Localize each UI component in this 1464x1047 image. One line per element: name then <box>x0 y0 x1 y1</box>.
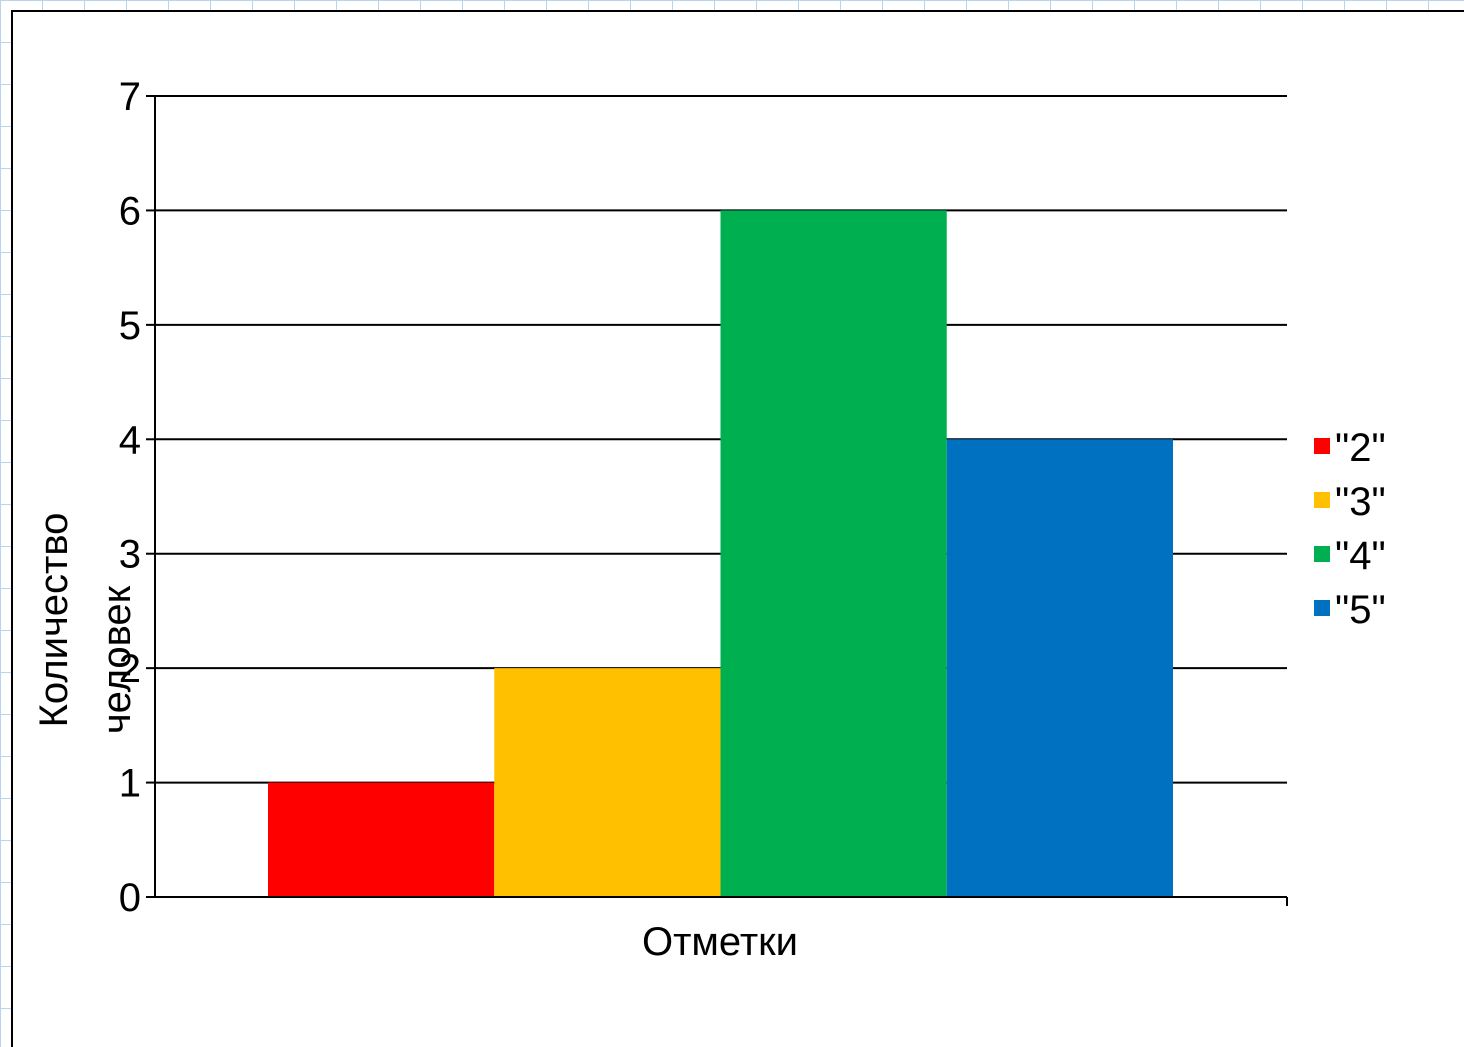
axes <box>146 95 1288 906</box>
bar <box>268 782 495 897</box>
legend-swatch <box>1314 546 1330 562</box>
x-axis-title: Отметки <box>642 920 798 964</box>
legend-swatch <box>1314 600 1330 616</box>
y-tick-label: 4 <box>119 418 141 462</box>
legend-label: "4" <box>1335 534 1386 578</box>
legend-label: "2" <box>1335 426 1386 470</box>
y-tick-label: 7 <box>119 75 141 119</box>
y-tick-label: 0 <box>119 876 141 920</box>
y-tick-label: 2 <box>119 647 141 691</box>
legend-label: "5" <box>1335 588 1386 632</box>
y-axis-title-line2: человек <box>95 585 139 734</box>
y-tick-label: 5 <box>119 304 141 348</box>
y-axis-title-line1: Количество <box>32 513 76 728</box>
y-tick-label: 1 <box>119 762 141 806</box>
bar <box>720 210 947 897</box>
bar <box>946 439 1173 897</box>
y-tick-label: 6 <box>119 189 141 233</box>
legend-swatch <box>1314 492 1330 508</box>
legend: "2" "3" "4" "5" <box>1314 426 1386 632</box>
y-tick-labels: 0 1 2 3 4 5 6 7 <box>119 75 141 920</box>
legend-label: "3" <box>1335 480 1386 524</box>
y-tick-label: 3 <box>119 533 141 577</box>
legend-swatch <box>1314 438 1330 454</box>
bar <box>494 668 721 897</box>
bars <box>268 210 1173 897</box>
